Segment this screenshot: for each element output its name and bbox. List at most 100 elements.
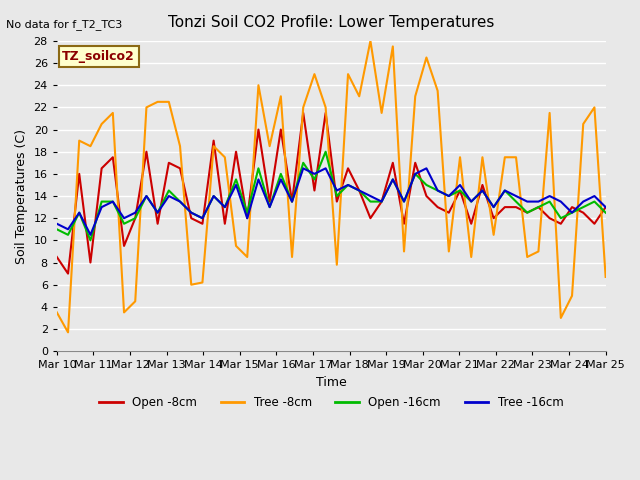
Tree -8cm [456,155,464,160]
Tree -8cm [546,110,554,116]
Open -16cm [165,188,173,193]
Open -8cm [53,254,61,260]
Tree -8cm [355,94,363,99]
Open -8cm [445,210,452,216]
Open -16cm [310,177,318,182]
Open -8cm [557,221,564,227]
Tree -8cm [568,293,576,299]
Open -8cm [277,127,285,132]
Line: Open -8cm: Open -8cm [57,113,605,274]
Open -16cm [546,199,554,204]
Tree -16cm [86,232,94,238]
Open -16cm [479,188,486,193]
Open -8cm [479,182,486,188]
Tree -8cm [188,282,195,288]
Open -16cm [378,199,385,204]
Tree -16cm [300,166,307,171]
Open -8cm [64,271,72,276]
Tree -16cm [221,204,228,210]
Open -16cm [243,210,251,216]
Open -16cm [109,199,116,204]
Open -8cm [546,216,554,221]
Tree -16cm [490,204,497,210]
Tree -8cm [86,144,94,149]
Tree -8cm [277,94,285,99]
Open -8cm [322,110,330,116]
Open -16cm [76,210,83,216]
Open -8cm [344,166,352,171]
Tree -16cm [389,177,397,182]
Open -16cm [120,221,128,227]
Tree -16cm [76,210,83,216]
Tree -16cm [591,193,598,199]
Open -16cm [221,204,228,210]
Tree -8cm [221,155,228,160]
Tree -8cm [154,99,161,105]
Open -8cm [534,204,542,210]
Tree -16cm [165,193,173,199]
Title: Tonzi Soil CO2 Profile: Lower Temperatures: Tonzi Soil CO2 Profile: Lower Temperatur… [168,15,495,30]
Open -8cm [98,166,106,171]
Tree -8cm [412,94,419,99]
Open -16cm [188,210,195,216]
Tree -8cm [434,88,442,94]
Open -8cm [378,199,385,204]
Open -16cm [333,193,340,199]
Tree -16cm [568,210,576,216]
Tree -8cm [501,155,509,160]
Open -8cm [501,204,509,210]
Open -16cm [490,204,497,210]
Open -8cm [467,221,475,227]
Open -16cm [579,204,587,210]
Line: Tree -16cm: Tree -16cm [57,168,605,235]
Tree -16cm [333,188,340,193]
Open -16cm [344,182,352,188]
Open -16cm [131,216,139,221]
Open -16cm [86,238,94,243]
Open -16cm [400,199,408,204]
Open -16cm [154,210,161,216]
Legend: Open -8cm, Tree -8cm, Open -16cm, Tree -16cm: Open -8cm, Tree -8cm, Open -16cm, Tree -… [94,391,568,414]
Tree -16cm [120,216,128,221]
Tree -8cm [232,243,240,249]
Line: Tree -8cm: Tree -8cm [57,41,605,332]
Tree -16cm [255,177,262,182]
Open -8cm [602,204,609,210]
Open -16cm [445,193,452,199]
Open -8cm [232,149,240,155]
Open -16cm [524,210,531,216]
Open -8cm [288,199,296,204]
Y-axis label: Soil Temperatures (C): Soil Temperatures (C) [15,129,28,264]
Open -16cm [98,199,106,204]
Open -16cm [266,204,273,210]
Tree -16cm [64,227,72,232]
Tree -16cm [322,166,330,171]
Tree -16cm [400,199,408,204]
Tree -8cm [344,71,352,77]
Open -16cm [210,193,218,199]
Tree -8cm [310,71,318,77]
Open -16cm [568,210,576,216]
Text: TZ_soilco2: TZ_soilco2 [62,50,135,63]
Open -16cm [501,188,509,193]
Open -8cm [412,160,419,166]
Open -8cm [154,221,161,227]
Open -8cm [400,221,408,227]
Open -8cm [143,149,150,155]
Tree -16cm [154,210,161,216]
Open -16cm [255,166,262,171]
Open -8cm [310,188,318,193]
Tree -16cm [378,199,385,204]
Open -8cm [490,216,497,221]
Tree -8cm [422,55,430,60]
Tree -8cm [322,105,330,110]
Open -16cm [300,160,307,166]
Tree -16cm [131,210,139,216]
Open -8cm [198,221,206,227]
Open -8cm [131,216,139,221]
Open -8cm [86,260,94,265]
Tree -16cm [355,188,363,193]
Open -8cm [243,216,251,221]
Open -8cm [591,221,598,227]
Open -8cm [389,160,397,166]
